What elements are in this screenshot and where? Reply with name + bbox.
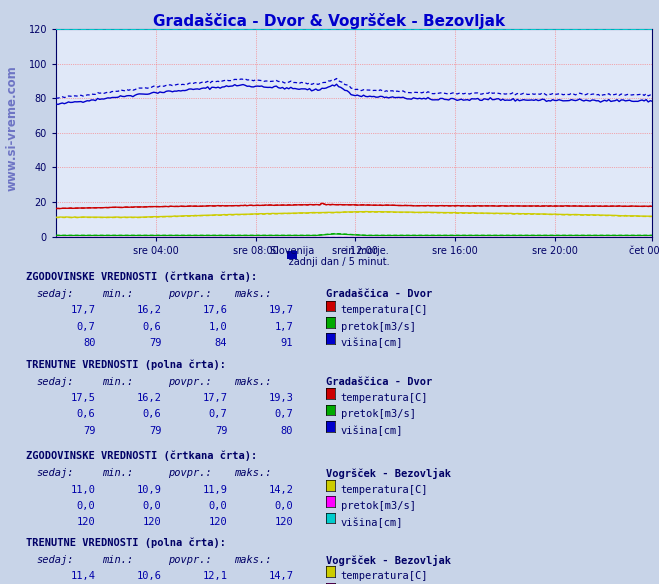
Text: 0,7: 0,7	[209, 409, 227, 419]
Text: TRENUTNE VREDNOSTI (polna črta):: TRENUTNE VREDNOSTI (polna črta):	[26, 359, 226, 370]
Text: 10,6: 10,6	[136, 571, 161, 581]
Text: 79: 79	[149, 426, 161, 436]
Text: min.:: min.:	[102, 468, 133, 478]
Text: pretok[m3/s]: pretok[m3/s]	[341, 322, 416, 332]
Text: 79: 79	[149, 338, 161, 348]
Text: Gradaščica - Dvor: Gradaščica - Dvor	[326, 289, 432, 299]
Text: maks.:: maks.:	[234, 289, 272, 299]
Text: 120: 120	[77, 517, 96, 527]
Text: 17,7: 17,7	[71, 305, 96, 315]
Text: 91: 91	[281, 338, 293, 348]
Text: TRENUTNE VREDNOSTI (polna črta):: TRENUTNE VREDNOSTI (polna črta):	[26, 537, 226, 548]
Text: www.si-vreme.com: www.si-vreme.com	[5, 65, 18, 192]
Text: 120: 120	[143, 517, 161, 527]
Text: sedaj:: sedaj:	[36, 377, 74, 387]
Text: pretok[m3/s]: pretok[m3/s]	[341, 501, 416, 511]
Text: maks.:: maks.:	[234, 468, 272, 478]
Text: 19,7: 19,7	[268, 305, 293, 315]
Text: 84: 84	[215, 338, 227, 348]
Text: sedaj:: sedaj:	[36, 555, 74, 565]
Text: temperatura[C]: temperatura[C]	[341, 305, 428, 315]
Text: Slovenija          in morje.: Slovenija in morje.	[270, 246, 389, 256]
Text: sedaj:: sedaj:	[36, 468, 74, 478]
Text: 79: 79	[215, 426, 227, 436]
Text: 16,2: 16,2	[136, 393, 161, 403]
Text: maks.:: maks.:	[234, 555, 272, 565]
Text: 0,0: 0,0	[275, 501, 293, 511]
Text: Gradaščica - Dvor & Vogršček - Bezovljak: Gradaščica - Dvor & Vogršček - Bezovljak	[154, 13, 505, 29]
Text: 0,6: 0,6	[77, 409, 96, 419]
Text: 0,0: 0,0	[77, 501, 96, 511]
Text: min.:: min.:	[102, 289, 133, 299]
Text: temperatura[C]: temperatura[C]	[341, 485, 428, 495]
Text: 0,0: 0,0	[209, 501, 227, 511]
Text: 1,7: 1,7	[275, 322, 293, 332]
Text: 17,6: 17,6	[202, 305, 227, 315]
Text: 12,1: 12,1	[202, 571, 227, 581]
Text: min.:: min.:	[102, 555, 133, 565]
Text: 11,0: 11,0	[71, 485, 96, 495]
Text: temperatura[C]: temperatura[C]	[341, 393, 428, 403]
Text: 120: 120	[275, 517, 293, 527]
Text: 10,9: 10,9	[136, 485, 161, 495]
Text: 17,5: 17,5	[71, 393, 96, 403]
Text: 17,7: 17,7	[202, 393, 227, 403]
Text: 19,3: 19,3	[268, 393, 293, 403]
Text: višina[cm]: višina[cm]	[341, 517, 403, 528]
Text: 80: 80	[281, 426, 293, 436]
Text: 0,7: 0,7	[275, 409, 293, 419]
Text: min.:: min.:	[102, 377, 133, 387]
Text: povpr.:: povpr.:	[168, 468, 212, 478]
Text: temperatura[C]: temperatura[C]	[341, 571, 428, 581]
Text: 11,9: 11,9	[202, 485, 227, 495]
Text: povpr.:: povpr.:	[168, 555, 212, 565]
Text: pretok[m3/s]: pretok[m3/s]	[341, 409, 416, 419]
Text: Vogršček - Bezovljak: Vogršček - Bezovljak	[326, 468, 451, 479]
Text: 11,4: 11,4	[71, 571, 96, 581]
Text: ZGODOVINSKE VREDNOSTI (črtkana črta):: ZGODOVINSKE VREDNOSTI (črtkana črta):	[26, 272, 258, 282]
Text: 1,0: 1,0	[209, 322, 227, 332]
Text: 16,2: 16,2	[136, 305, 161, 315]
Text: 79: 79	[83, 426, 96, 436]
Text: sedaj:: sedaj:	[36, 289, 74, 299]
Text: 120: 120	[209, 517, 227, 527]
Text: 0,6: 0,6	[143, 409, 161, 419]
Text: Gradaščica - Dvor: Gradaščica - Dvor	[326, 377, 432, 387]
Text: 14,2: 14,2	[268, 485, 293, 495]
Text: 0,0: 0,0	[143, 501, 161, 511]
Text: 80: 80	[83, 338, 96, 348]
Text: višina[cm]: višina[cm]	[341, 426, 403, 436]
Text: višina[cm]: višina[cm]	[341, 338, 403, 349]
Text: 0,6: 0,6	[143, 322, 161, 332]
Text: povpr.:: povpr.:	[168, 289, 212, 299]
Text: 14,7: 14,7	[268, 571, 293, 581]
Text: Vogršček - Bezovljak: Vogršček - Bezovljak	[326, 555, 451, 566]
Text: zadnji dan / 5 minut.: zadnji dan / 5 minut.	[270, 257, 389, 267]
Text: 0,7: 0,7	[77, 322, 96, 332]
Text: ZGODOVINSKE VREDNOSTI (črtkana črta):: ZGODOVINSKE VREDNOSTI (črtkana črta):	[26, 451, 258, 461]
Text: povpr.:: povpr.:	[168, 377, 212, 387]
Text: maks.:: maks.:	[234, 377, 272, 387]
